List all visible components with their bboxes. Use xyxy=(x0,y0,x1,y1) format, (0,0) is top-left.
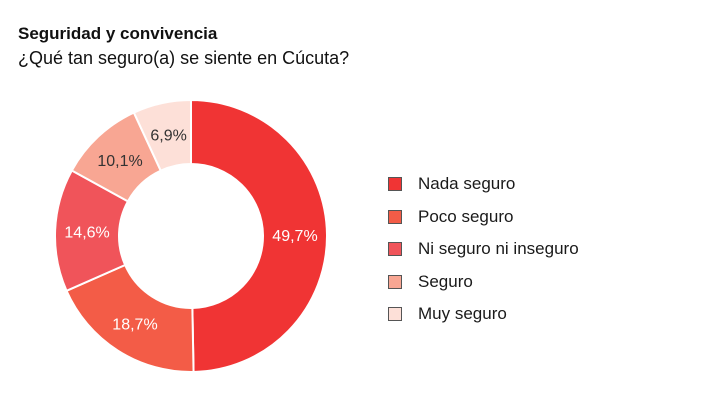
legend-swatch xyxy=(388,177,402,192)
slice-value-label: 14,6% xyxy=(64,224,109,241)
legend-label: Muy seguro xyxy=(418,304,507,324)
legend-item: Nada seguro xyxy=(388,168,579,201)
legend-item: Poco seguro xyxy=(388,201,579,234)
slice-muy-seguro xyxy=(132,98,192,172)
legend-label: Poco seguro xyxy=(418,206,514,226)
slice-value-label: 49,7% xyxy=(272,228,317,245)
chart-title: Seguridad y convivencia xyxy=(18,24,218,43)
legend-label: Seguro xyxy=(418,271,473,291)
legend-swatch xyxy=(388,209,402,224)
slice-value-label: 18,7% xyxy=(112,317,157,334)
legend-swatch xyxy=(388,307,402,322)
slice-poco-seguro xyxy=(65,263,195,373)
legend-item: Seguro xyxy=(388,266,579,299)
legend-label: Nada seguro xyxy=(418,174,516,194)
slice-value-label: 10,1% xyxy=(97,153,142,170)
legend-swatch xyxy=(388,242,402,257)
legend-label: Ni seguro ni inseguro xyxy=(418,239,579,259)
legend-item: Ni seguro ni inseguro xyxy=(388,233,579,266)
legend-item: Muy seguro xyxy=(388,298,579,331)
slice-value-label: 6,9% xyxy=(150,127,186,144)
chart-legend: Nada seguro Poco seguro Ni seguro ni inseg… xyxy=(388,168,579,331)
legend-swatch xyxy=(388,274,402,289)
slice-nada-seguro xyxy=(190,98,329,373)
chart-subtitle: ¿Qué tan seguro(a) se siente en Cúcuta? xyxy=(18,48,350,68)
